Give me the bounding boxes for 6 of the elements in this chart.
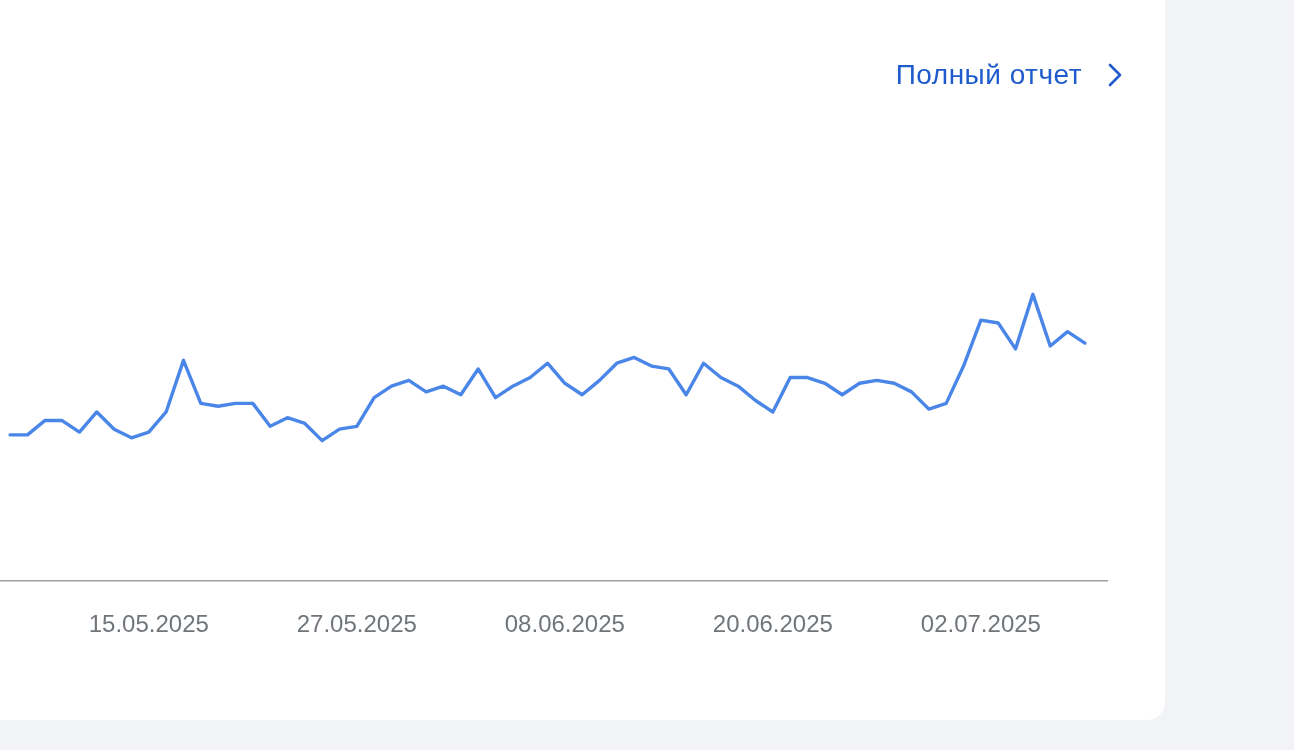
x-tick-label: 27.05.2025 (296, 610, 417, 638)
x-tick-label: 20.06.2025 (712, 610, 833, 638)
x-tick-label: 15.05.2025 (88, 610, 209, 638)
x-tick-label: 02.07.2025 (920, 610, 1041, 638)
text: Полный отчет (895, 59, 1082, 91)
x-tick-label: 08.06.2025 (504, 610, 625, 638)
